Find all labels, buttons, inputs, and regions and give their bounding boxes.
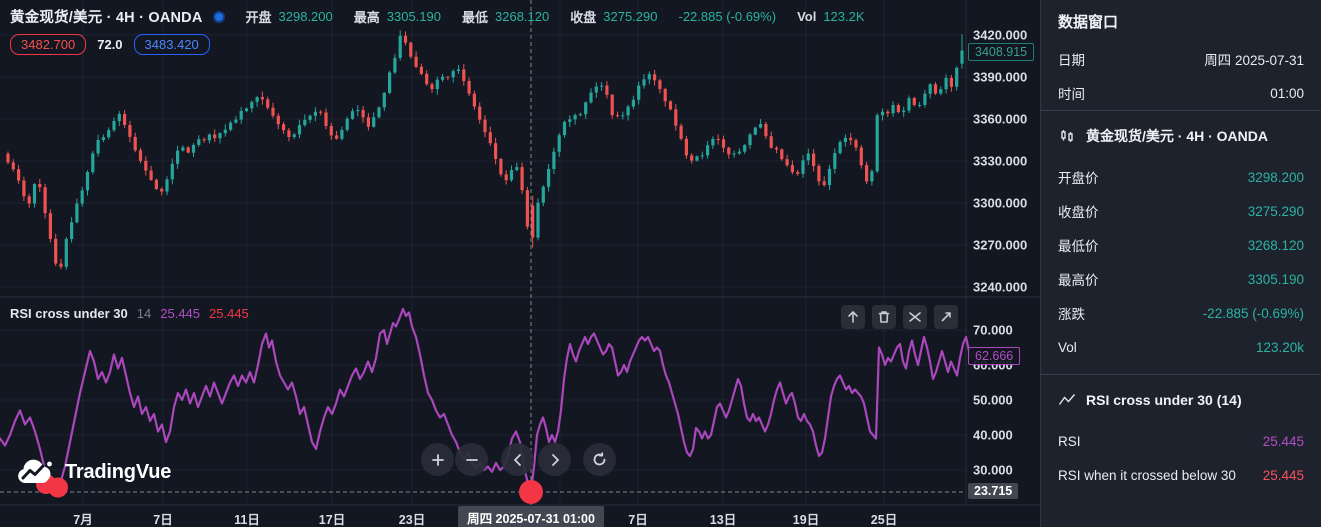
data-row-vol: Vol 123.20k xyxy=(1058,339,1304,355)
last-price-label: 3408.915 xyxy=(968,43,1035,61)
reset-view-button[interactable] xyxy=(583,443,616,476)
price-axis-label: 3300.000 xyxy=(973,195,1028,211)
chevron-left-icon xyxy=(513,453,521,466)
time-axis-label: 7日 xyxy=(153,513,173,527)
trash-icon xyxy=(878,311,890,323)
data-row-open: 开盘价 3298.200 xyxy=(1058,169,1304,187)
data-row-time: 时间 01:00 xyxy=(1058,85,1304,103)
open-label: 开盘 xyxy=(245,10,272,25)
refresh-icon xyxy=(593,452,606,466)
chart-nav-controls xyxy=(421,443,621,477)
time-axis-label: 25日 xyxy=(870,513,898,527)
price-axis-label: 3390.000 xyxy=(973,69,1028,85)
rsi-legend: RSI cross under 30 14 25.445 25.445 xyxy=(10,306,249,321)
brand-logo: TradingVue xyxy=(16,457,171,487)
sidebar-divider xyxy=(1041,110,1321,111)
chart-area[interactable]: 黄金现货/美元 · 4H · OANDA 开盘 3298.200 最高 3305… xyxy=(0,0,1040,527)
data-window-sidebar: 数据窗口 日期 周四 2025-07-31 时间 01:00 黄金现货/美元 ·… xyxy=(1040,0,1321,527)
rsi-value-red: 25.445 xyxy=(209,306,249,321)
minus-icon xyxy=(465,458,478,461)
high-value: 3305.190 xyxy=(386,9,441,24)
candlestick-icon xyxy=(1061,129,1073,142)
zoom-out-button[interactable] xyxy=(455,443,488,476)
arrow-up-icon xyxy=(848,311,858,323)
plus-icon xyxy=(431,453,444,466)
low-value: 3268.120 xyxy=(495,9,550,24)
move-pane-up-button[interactable] xyxy=(841,305,865,329)
mid-number: 72.0 xyxy=(97,37,123,52)
rsi-axis-label: 40.000 xyxy=(973,427,1013,443)
rsi-section-header: RSI cross under 30 (14) xyxy=(1058,375,1304,424)
brand-logo-text: TradingVue xyxy=(65,460,172,483)
symbol-section-header: 黄金现货/美元 · 4H · OANDA xyxy=(1058,111,1304,160)
change-value: -22.885 (-0.69%) xyxy=(678,9,777,24)
price-axis-label: 3240.000 xyxy=(973,279,1028,295)
rsi-axis-label: 30.000 xyxy=(973,462,1013,478)
data-row-high: 最高价 3305.190 xyxy=(1058,271,1304,289)
zigzag-line-icon xyxy=(1058,393,1076,405)
vol-value: 123.2K xyxy=(823,9,865,24)
indicator-pane-toolbar xyxy=(841,305,958,329)
data-row-rsi: RSI 25.445 xyxy=(1058,433,1304,449)
delete-pane-button[interactable] xyxy=(872,305,896,329)
price-axis-label: 3270.000 xyxy=(973,237,1028,253)
close-value: 3275.290 xyxy=(603,9,658,24)
data-row-low: 最低价 3268.120 xyxy=(1058,237,1304,255)
time-axis-label: 17日 xyxy=(318,513,346,527)
chart-canvas[interactable] xyxy=(0,0,1040,527)
rsi-indicator-title[interactable]: RSI cross under 30 xyxy=(10,306,128,321)
time-axis-label: 7月 xyxy=(73,513,93,527)
time-axis-label: 13日 xyxy=(709,513,737,527)
crosshair-date-label: 周四 2025-07-31 01:00 xyxy=(458,506,604,527)
high-label: 最高 xyxy=(353,10,380,25)
scroll-right-button[interactable] xyxy=(538,443,571,476)
cloud-chart-logo-icon xyxy=(18,459,52,483)
close-label: 收盘 xyxy=(570,10,597,25)
rsi-section-title: RSI cross under 30 (14) xyxy=(1086,391,1242,408)
time-axis-label: 23日 xyxy=(398,513,426,527)
maximize-icon xyxy=(941,312,951,322)
rsi-value-purple: 25.445 xyxy=(160,306,201,321)
rsi-param: 14 xyxy=(136,306,152,321)
symbol-title[interactable]: 黄金现货/美元 · 4H · OANDA xyxy=(10,10,203,26)
time-axis-label: 11日 xyxy=(234,513,260,527)
price-axis-label: 3420.000 xyxy=(973,27,1028,43)
price-axis-label: 3360.000 xyxy=(973,111,1028,127)
data-window-title: 数据窗口 xyxy=(1058,13,1119,31)
zoom-in-button[interactable] xyxy=(421,443,454,476)
sidebar-divider xyxy=(1041,374,1321,375)
data-row-change: 涨跌 -22.885 (-0.69%) xyxy=(1058,305,1304,323)
open-value: 3298.200 xyxy=(278,9,333,24)
data-row-rsi-crossed: RSI when it crossed below 30 25.445 xyxy=(1058,467,1304,483)
price-tag-red[interactable]: 3482.700 xyxy=(10,34,87,55)
rsi-last-value-label: 62.666 xyxy=(968,347,1021,365)
stream-status-icon[interactable] xyxy=(212,10,225,23)
symbol-section-title: 黄金现货/美元 · 4H · OANDA xyxy=(1086,127,1268,144)
data-row-close: 收盘价 3275.290 xyxy=(1058,203,1304,221)
crosshair-value-label: 23.715 xyxy=(968,483,1019,499)
time-axis-label: 7日 xyxy=(628,513,648,527)
scroll-left-button[interactable] xyxy=(501,443,534,476)
maximize-pane-button[interactable] xyxy=(934,305,958,329)
data-row-date: 日期 周四 2025-07-31 xyxy=(1058,53,1304,68)
price-axis-label: 3330.000 xyxy=(973,153,1028,169)
price-tags-row: 3482.700 72.0 3483.420 xyxy=(10,34,210,55)
chevron-right-icon xyxy=(551,453,559,466)
vol-label: Vol xyxy=(797,9,817,24)
time-axis-label: 19日 xyxy=(792,513,820,527)
chart-legend: 黄金现货/美元 · 4H · OANDA 开盘 3298.200 最高 3305… xyxy=(10,6,865,27)
price-tag-blue[interactable]: 3483.420 xyxy=(133,34,210,55)
rsi-axis-label: 50.000 xyxy=(973,392,1013,408)
rsi-axis-label: 70.000 xyxy=(973,322,1013,338)
low-label: 最低 xyxy=(462,10,489,25)
collapse-pane-button[interactable] xyxy=(903,305,927,329)
collapse-icon xyxy=(909,312,921,322)
